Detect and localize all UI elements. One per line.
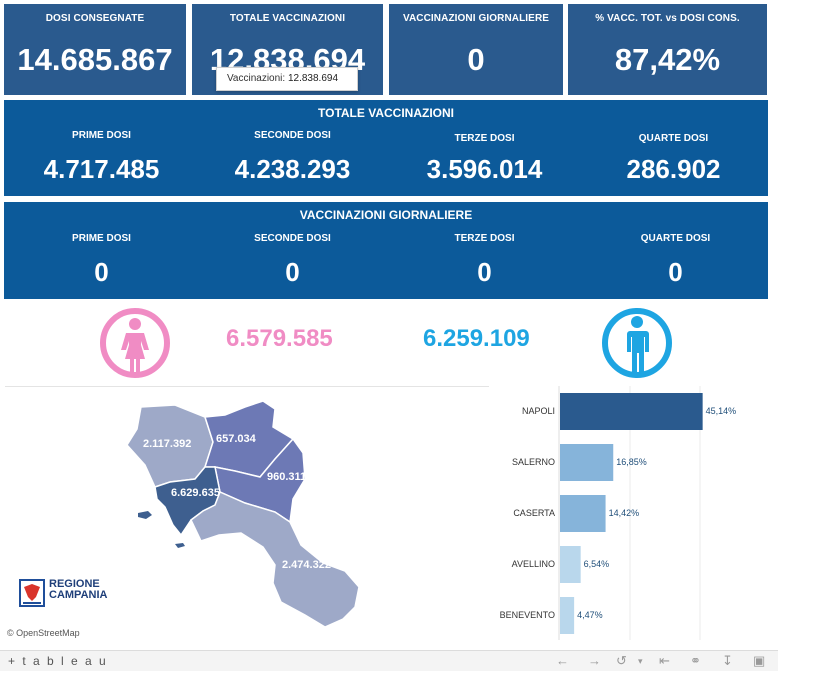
tooltip-value: 12.838.694 <box>287 73 339 84</box>
tooltip: Vaccinazioni: 12.838.694 <box>216 67 358 91</box>
tableau-toolbar: + t a b l e a u ← → ↺ ▾ ⇤ ⚭ ↧ ▣ <box>0 650 778 671</box>
stat-label: PRIME DOSI <box>72 130 131 141</box>
kpi-label: VACCINAZIONI GIORNALIERE <box>402 13 550 24</box>
undo-icon[interactable]: ← <box>556 653 569 668</box>
daily-quarte-dosi[interactable]: QUARTE DOSI 0 <box>580 233 771 285</box>
pause-icon[interactable]: ⇤ <box>659 653 670 668</box>
bar-value-label: 16,85% <box>616 456 647 467</box>
panel-title: TOTALE VACCINAZIONI <box>318 106 454 120</box>
label-avellino: 960.311 <box>267 471 307 483</box>
kpi-percentuale[interactable]: % VACC. TOT. vs DOSI CONS. 87,42% <box>568 4 767 95</box>
province-shapes <box>126 400 360 628</box>
stat-label: SECONDE DOSI <box>254 233 331 244</box>
bar-category-label: CASERTA <box>513 507 555 518</box>
province-salerno <box>190 490 360 628</box>
revert-icon[interactable]: ↺ <box>616 653 627 668</box>
stat-label: PRIME DOSI <box>72 233 131 244</box>
label-salerno: 2.474.322 <box>282 559 331 571</box>
bar-napoli[interactable] <box>560 393 703 430</box>
bar-salerno[interactable] <box>560 444 614 481</box>
stat-prime-dosi[interactable]: PRIME DOSI 4.717.485 <box>6 130 197 182</box>
kpi-value: 0 <box>467 42 485 77</box>
stat-value: 4.238.293 <box>234 154 351 184</box>
stat-value: 0 <box>668 257 683 287</box>
download-icon[interactable]: ↧ <box>722 653 733 668</box>
stat-label: TERZE DOSI <box>454 133 515 144</box>
bar-benevento[interactable] <box>560 597 575 634</box>
stat-label: QUARTE DOSI <box>640 233 711 244</box>
bar-value-label: 45,14% <box>705 405 737 416</box>
share-icon[interactable]: ⚭ <box>690 653 701 668</box>
panel-title: VACCINAZIONI GIORNALIERE <box>299 208 473 222</box>
kpi-value: 14.685.867 <box>17 42 173 77</box>
label-benevento: 657.034 <box>216 433 256 445</box>
totale-vaccinazioni-panel: TOTALE VACCINAZIONI PRIME DOSI 4.717.485… <box>4 100 768 196</box>
tooltip-label: Vaccinazioni: <box>227 73 286 84</box>
bar-value-label: 4,47% <box>577 609 603 620</box>
stat-seconde-dosi[interactable]: SECONDE DOSI 4.238.293 <box>197 130 388 182</box>
stat-value: 0 <box>477 257 492 287</box>
redo-icon[interactable]: → <box>588 653 601 668</box>
label-caserta: 2.117.392 <box>143 438 192 450</box>
kpi-label: TOTALE VACCINAZIONI <box>229 13 346 24</box>
osm-attribution[interactable]: © OpenStreetMap <box>7 628 80 638</box>
bar-caserta[interactable] <box>560 495 606 532</box>
vaccinazioni-giornaliere-panel: VACCINAZIONI GIORNALIERE PRIME DOSI 0 SE… <box>4 202 768 299</box>
campania-map[interactable]: 2.117.392 657.034 960.311 6.629.635 2.47… <box>5 386 489 640</box>
bar-category-label: BENEVENTO <box>499 609 555 620</box>
daily-terze-dosi[interactable]: TERZE DOSI 0 <box>389 233 580 285</box>
regione-campania-logo: REGIONE CAMPANIA <box>19 578 107 612</box>
bar-avellino[interactable] <box>560 546 581 583</box>
daily-prime-dosi[interactable]: PRIME DOSI 0 <box>6 233 197 285</box>
kpi-label: % VACC. TOT. vs DOSI CONS. <box>595 13 740 24</box>
stat-label: QUARTE DOSI <box>638 133 709 144</box>
bar-category-label: NAPOLI <box>521 405 555 416</box>
bar-chart <box>558 386 703 640</box>
kpi-dosi-consegnate[interactable]: DOSI CONSEGNATE 14.685.867 <box>4 4 186 95</box>
logo-text-line1: REGIONE <box>49 578 100 590</box>
fullscreen-icon[interactable]: ▣ <box>753 653 766 668</box>
male-count: 6.259.109 <box>423 325 530 352</box>
island-capri <box>175 543 185 548</box>
stat-value: 286.902 <box>626 154 721 184</box>
stat-value: 0 <box>94 257 109 287</box>
stat-terze-dosi[interactable]: TERZE DOSI 3.596.014 <box>389 133 580 182</box>
kpi-value: 87,42% <box>614 42 721 77</box>
label-napoli: 6.629.635 <box>171 487 220 499</box>
stat-value: 3.596.014 <box>426 154 543 184</box>
logo-text-line2: CAMPANIA <box>49 589 108 601</box>
daily-seconde-dosi[interactable]: SECONDE DOSI 0 <box>197 233 388 285</box>
stat-quarte-dosi[interactable]: QUARTE DOSI 286.902 <box>578 133 769 182</box>
kpi-vaccinazioni-giornaliere[interactable]: VACCINAZIONI GIORNALIERE 0 <box>389 4 563 95</box>
bar-value-label: 6,54% <box>583 558 610 569</box>
chevron-down-icon[interactable]: ▾ <box>638 656 643 666</box>
regione-emblem-icon <box>19 579 45 607</box>
bar-value-label: 14,42% <box>608 507 640 518</box>
stat-value: 4.717.485 <box>43 154 160 184</box>
bar-category-label: AVELLINO <box>511 558 555 569</box>
female-icon <box>100 308 170 378</box>
tableau-logo[interactable]: + t a b l e a u <box>8 654 108 668</box>
stat-value: 0 <box>285 257 300 287</box>
kpi-label: DOSI CONSEGNATE <box>45 13 145 24</box>
bar-category-label: SALERNO <box>511 456 555 467</box>
female-count: 6.579.585 <box>226 325 333 352</box>
island-ischia <box>138 511 152 519</box>
male-icon <box>602 308 672 378</box>
stat-label: SECONDE DOSI <box>254 130 331 141</box>
stat-label: TERZE DOSI <box>454 233 515 244</box>
